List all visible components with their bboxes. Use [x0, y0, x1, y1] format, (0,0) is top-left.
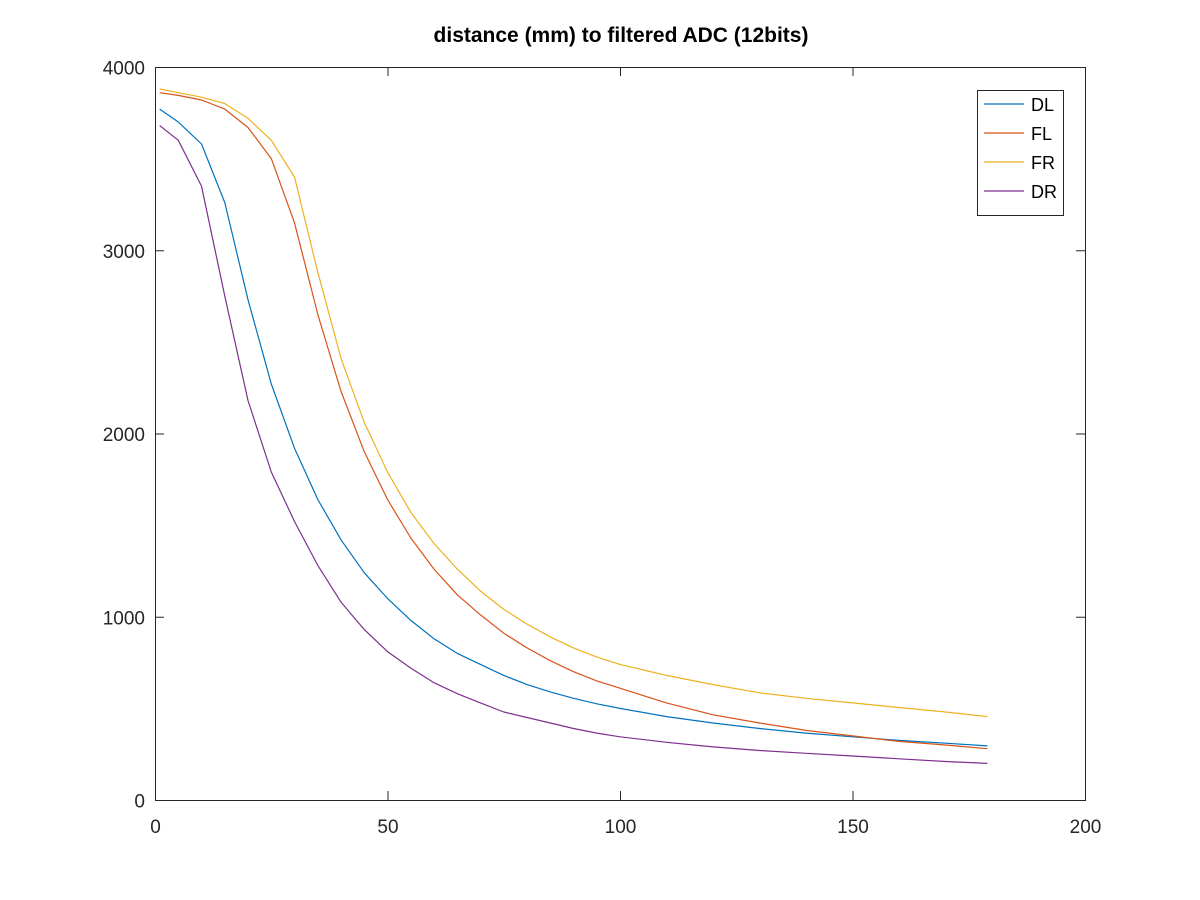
y-tick-label: 0: [134, 792, 145, 813]
y-axis: 0 1000 2000 3000 4000: [103, 59, 1085, 813]
x-tick-label: 0: [150, 817, 161, 838]
legend-label: FR: [1031, 153, 1055, 173]
series-layer: [159, 88, 988, 764]
x-tick-label: 200: [1070, 817, 1102, 838]
x-tick-label: 100: [605, 817, 637, 838]
x-axis: 0 50 100 150 200: [150, 67, 1101, 838]
series-line-dr: [159, 125, 988, 764]
legend-label: DR: [1031, 182, 1057, 202]
y-tick-label: 2000: [103, 425, 145, 446]
y-tick-label: 1000: [103, 608, 145, 629]
chart-title: distance (mm) to filtered ADC (12bits): [434, 24, 809, 47]
legend: DL FL FR DR: [977, 90, 1064, 216]
legend-box: [977, 90, 1064, 216]
legend-label: FL: [1031, 124, 1052, 144]
series-line-fl: [159, 92, 988, 750]
legend-label: DL: [1031, 95, 1054, 115]
y-tick-label: 3000: [103, 242, 145, 263]
x-tick-label: 150: [837, 817, 869, 838]
x-tick-label: 50: [377, 817, 398, 838]
y-tick-label: 4000: [103, 59, 145, 80]
series-line-dl: [159, 108, 988, 747]
series-line-fr: [159, 88, 988, 718]
